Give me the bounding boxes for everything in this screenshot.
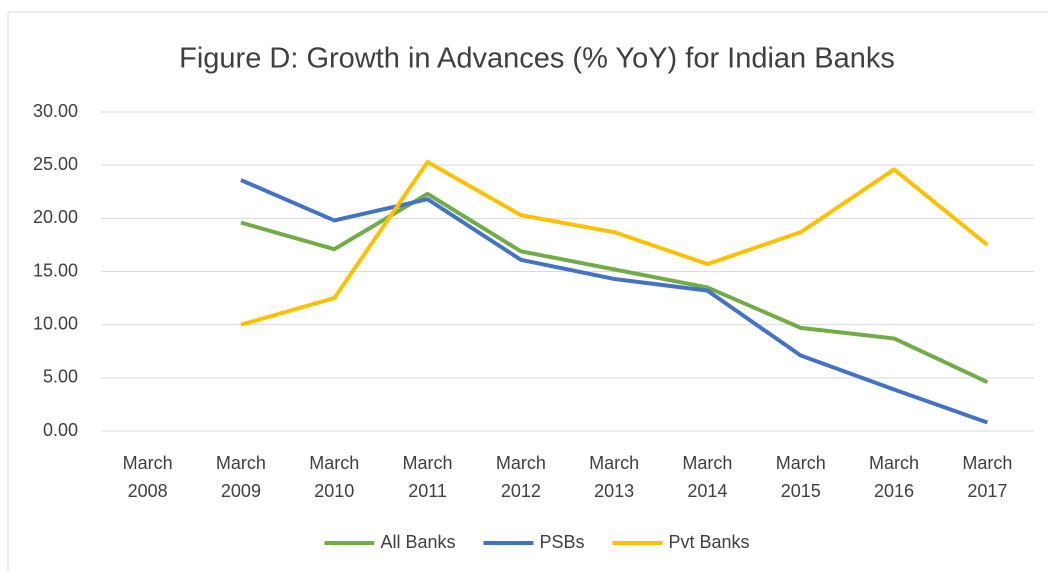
x-tick-label: March 2013 <box>589 453 640 501</box>
x-tick-label: March 2015 <box>775 453 826 501</box>
series-line <box>240 191 989 384</box>
x-tick-label: March 2014 <box>682 453 733 501</box>
legend-item: Pvt Banks <box>612 532 750 552</box>
series-line <box>240 159 989 327</box>
chart-border <box>7 11 1048 571</box>
legend-label: Pvt Banks <box>669 532 750 552</box>
y-tick-label: 5.00 <box>43 367 78 387</box>
x-tick-label: March 2012 <box>495 453 546 501</box>
x-tick-label: March 2010 <box>309 453 360 501</box>
y-tick-label: 20.00 <box>33 207 78 227</box>
x-tick-label: March 2016 <box>869 453 920 501</box>
x-tick-label: March 2008 <box>122 453 173 501</box>
y-tick-label: 25.00 <box>33 154 78 174</box>
legend-item: All Banks <box>324 532 455 552</box>
legend-label: All Banks <box>380 532 455 552</box>
chart-title: Figure D: Growth in Advances (% YoY) for… <box>179 43 895 75</box>
y-tick-label: 0.00 <box>43 420 78 440</box>
legend-item: PSBs <box>483 532 585 552</box>
series-line <box>240 178 989 425</box>
legend-label: PSBs <box>539 532 584 552</box>
x-tick-label: March 2009 <box>215 453 266 501</box>
y-tick-label: 15.00 <box>33 260 78 280</box>
y-tick-label: 30.00 <box>33 101 78 121</box>
y-tick-label: 10.00 <box>33 313 78 333</box>
x-tick-label: March 2011 <box>402 453 453 501</box>
x-tick-label: March 2017 <box>962 453 1013 501</box>
